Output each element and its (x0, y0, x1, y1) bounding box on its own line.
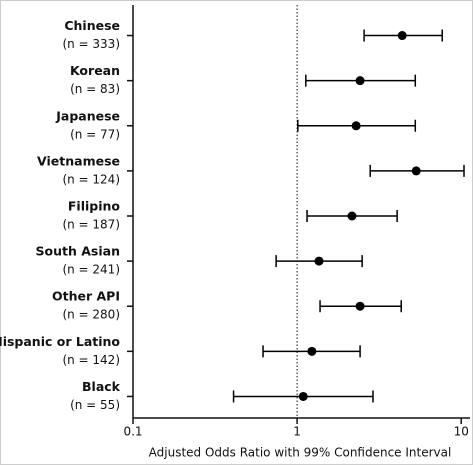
estimate-point (314, 256, 324, 266)
estimate-point (411, 166, 421, 176)
sample-size-label: (n = 77) (70, 127, 120, 141)
sample-size-label: (n = 83) (70, 82, 120, 96)
estimate-point (347, 211, 357, 221)
category-label: South Asian (36, 244, 120, 259)
category-label: Japanese (55, 108, 120, 123)
sample-size-label: (n = 55) (70, 398, 120, 412)
estimate-point (298, 391, 308, 401)
category-label: Black (82, 379, 121, 394)
category-label: Filipino (68, 199, 121, 214)
estimate-point (397, 31, 407, 41)
sample-size-label: (n = 333) (62, 37, 120, 51)
category-label: Other API (52, 289, 120, 304)
category-label: Korean (70, 63, 120, 78)
sample-size-label: (n = 124) (62, 172, 120, 186)
estimate-point (355, 301, 365, 311)
estimate-point (355, 76, 365, 86)
sample-size-label: (n = 280) (62, 308, 120, 322)
estimate-point (307, 346, 317, 356)
category-label: Vietnamese (37, 153, 120, 168)
sample-size-label: (n = 187) (62, 218, 120, 232)
category-label: Hispanic or Latino (0, 334, 120, 349)
sample-size-label: (n = 241) (62, 263, 120, 277)
sample-size-label: (n = 142) (62, 353, 120, 367)
x-tick-label: 10 (454, 425, 469, 439)
x-tick-label: 0.1 (123, 425, 142, 439)
x-tick-label: 1 (293, 425, 301, 439)
estimate-point (351, 121, 361, 131)
x-axis-label: Adjusted Odds Ratio with 99% Confidence … (149, 446, 452, 460)
category-label: Chinese (64, 18, 120, 33)
